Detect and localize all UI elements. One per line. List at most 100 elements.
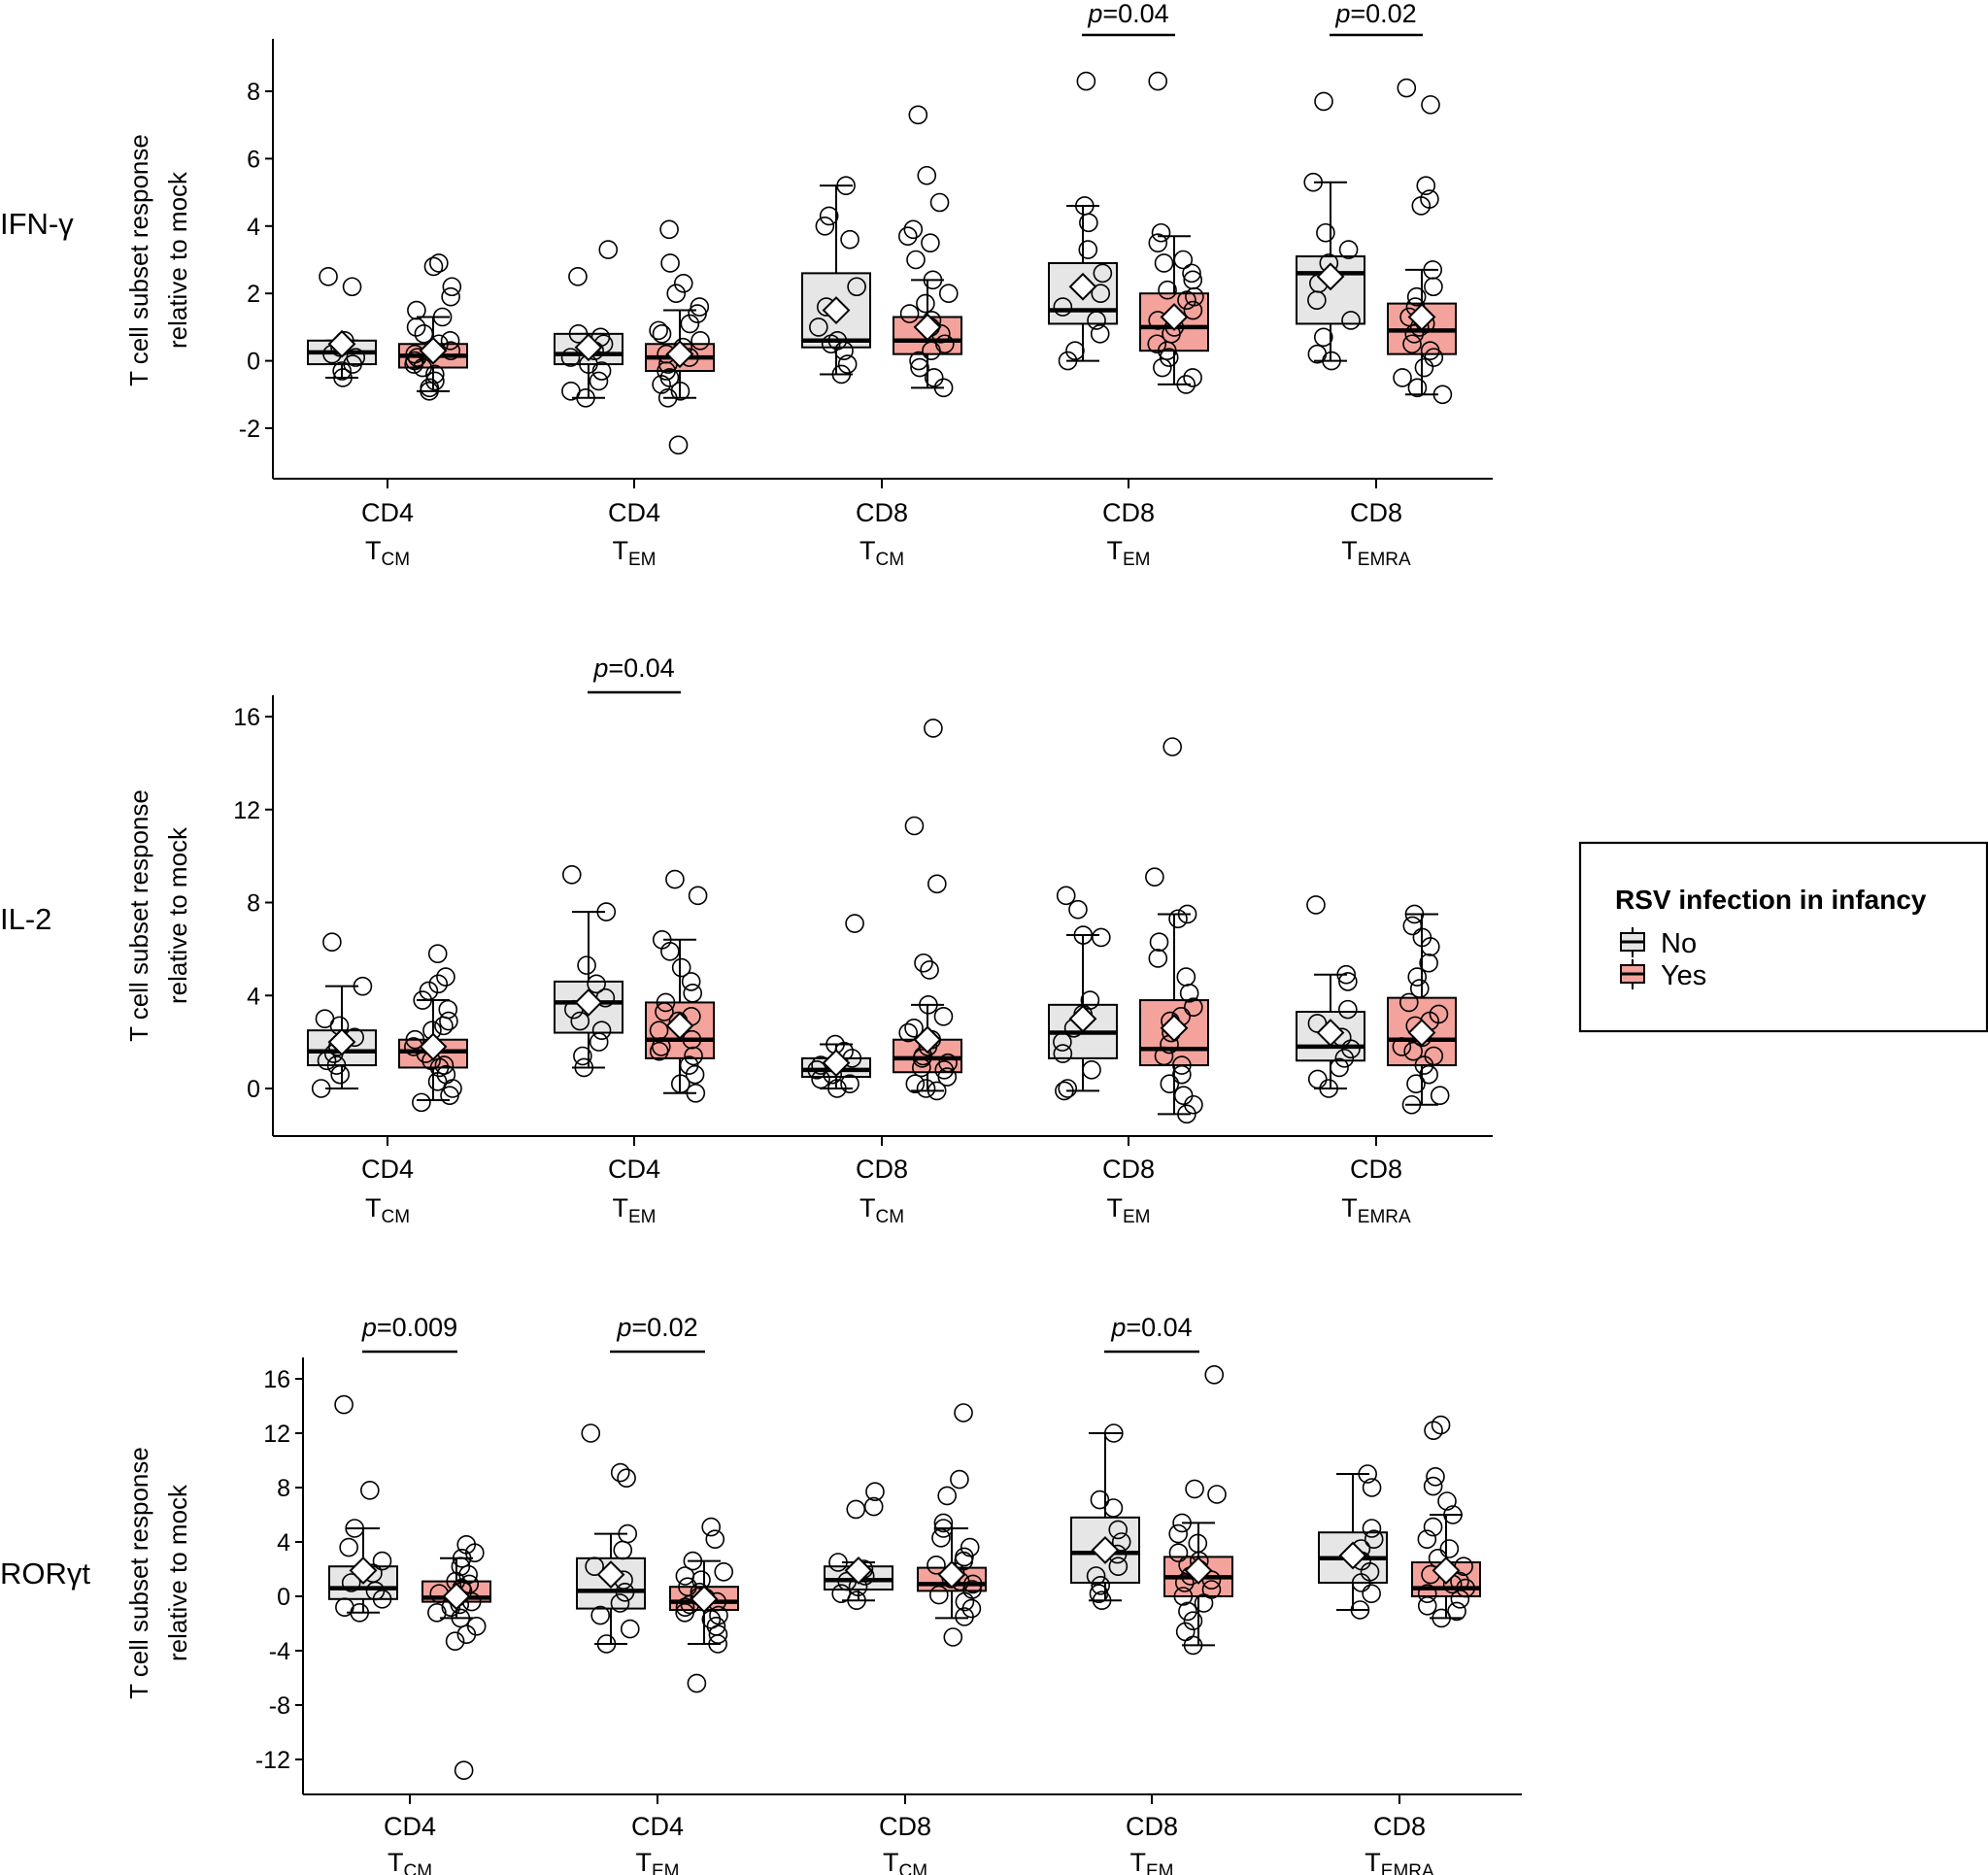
data-point bbox=[326, 1055, 347, 1075]
data-point bbox=[1338, 972, 1358, 991]
data-point bbox=[341, 1573, 361, 1592]
legend-item-no: No bbox=[1620, 927, 1697, 959]
y-tick-label: 8 bbox=[247, 890, 260, 918]
data-point bbox=[1058, 1079, 1078, 1098]
data-point bbox=[1076, 71, 1096, 91]
data-point bbox=[665, 869, 685, 889]
data-point bbox=[332, 361, 352, 381]
box-yes-3 bbox=[1139, 737, 1209, 1124]
data-point bbox=[1108, 1557, 1129, 1576]
data-point bbox=[1417, 1584, 1437, 1603]
data-point bbox=[590, 1605, 610, 1625]
data-point bbox=[916, 1079, 936, 1098]
y-tick-label: 6 bbox=[247, 146, 260, 173]
data-point bbox=[954, 1551, 974, 1571]
data-point bbox=[666, 284, 687, 304]
data-point bbox=[1424, 348, 1444, 367]
data-point bbox=[1158, 280, 1177, 300]
y-tick-label: 4 bbox=[247, 214, 260, 241]
data-point bbox=[963, 1574, 983, 1594]
data-point bbox=[427, 944, 448, 963]
data-point bbox=[1194, 1593, 1214, 1613]
data-point bbox=[845, 914, 864, 933]
data-point bbox=[1056, 886, 1076, 906]
data-point bbox=[454, 1760, 474, 1780]
data-point bbox=[927, 1081, 947, 1101]
data-point bbox=[656, 992, 676, 1013]
data-point bbox=[587, 974, 606, 994]
data-point bbox=[610, 1593, 630, 1613]
data-point bbox=[412, 1092, 431, 1113]
data-point bbox=[837, 354, 858, 374]
data-point bbox=[1409, 979, 1430, 998]
x-category-label: CD8 bbox=[1102, 498, 1155, 527]
data-point bbox=[652, 324, 672, 344]
y-tick-label: 4 bbox=[277, 1529, 290, 1557]
data-point bbox=[459, 1574, 480, 1594]
mean-marker bbox=[1184, 1556, 1213, 1585]
data-point bbox=[1316, 222, 1335, 243]
data-point bbox=[1407, 378, 1428, 398]
data-point bbox=[441, 286, 460, 307]
data-point bbox=[1092, 927, 1111, 948]
data-point bbox=[1439, 1539, 1460, 1558]
y-tick-label: 12 bbox=[263, 1421, 290, 1448]
legend-item-yes: Yes bbox=[1620, 959, 1706, 991]
data-point bbox=[1364, 1529, 1384, 1549]
data-point bbox=[1419, 953, 1438, 973]
data-point bbox=[1362, 1584, 1381, 1603]
data-point bbox=[921, 233, 940, 252]
data-point bbox=[1065, 341, 1085, 360]
x-category-sublabel: TEM bbox=[613, 1193, 657, 1227]
data-point bbox=[649, 1041, 669, 1061]
legend-label-no: No bbox=[1661, 928, 1697, 959]
box-no-2 bbox=[801, 176, 871, 385]
data-point bbox=[933, 1513, 954, 1533]
data-point bbox=[1148, 71, 1168, 91]
data-point bbox=[955, 1607, 974, 1626]
data-point bbox=[1091, 1576, 1110, 1595]
data-point bbox=[1172, 1064, 1192, 1085]
data-point bbox=[343, 354, 362, 374]
data-point bbox=[560, 348, 581, 367]
box-no-4 bbox=[1318, 1464, 1388, 1620]
mean-marker bbox=[822, 296, 851, 324]
data-point bbox=[1145, 867, 1164, 887]
data-point bbox=[1104, 1423, 1124, 1443]
data-point bbox=[809, 318, 828, 337]
data-point bbox=[423, 256, 444, 277]
y-axis-title: T cell subset response relative to mock bbox=[124, 1447, 192, 1699]
data-point bbox=[434, 1016, 454, 1036]
data-point bbox=[1403, 1041, 1423, 1061]
x-category-label: CD8 bbox=[856, 1155, 908, 1184]
data-point bbox=[429, 253, 449, 273]
data-point bbox=[1443, 1505, 1463, 1524]
data-point bbox=[1303, 172, 1324, 192]
data-point bbox=[456, 1624, 477, 1644]
data-point bbox=[914, 953, 933, 973]
data-point bbox=[1350, 1600, 1370, 1620]
y-tick-label: -4 bbox=[269, 1638, 290, 1665]
data-point bbox=[847, 277, 866, 297]
data-point bbox=[937, 1486, 957, 1506]
p-value-label: p=0.02 bbox=[616, 1313, 697, 1342]
data-point bbox=[1330, 1057, 1349, 1078]
mean-marker bbox=[937, 1560, 966, 1590]
data-point bbox=[330, 1064, 350, 1085]
data-point bbox=[425, 364, 445, 385]
data-point bbox=[1402, 334, 1422, 354]
data-point bbox=[927, 1556, 946, 1575]
data-point bbox=[927, 874, 947, 894]
data-point bbox=[1314, 91, 1333, 112]
data-point bbox=[573, 1046, 592, 1066]
box-yes-0 bbox=[398, 253, 468, 401]
data-point bbox=[406, 318, 426, 337]
box-yes-1 bbox=[669, 1517, 739, 1693]
x-category-sublabel: TCM bbox=[859, 536, 904, 570]
data-point bbox=[943, 1627, 963, 1647]
data-point bbox=[1313, 327, 1333, 348]
data-point bbox=[819, 206, 839, 226]
data-point bbox=[1092, 1590, 1112, 1610]
data-point bbox=[899, 304, 920, 323]
data-point bbox=[933, 1006, 954, 1026]
